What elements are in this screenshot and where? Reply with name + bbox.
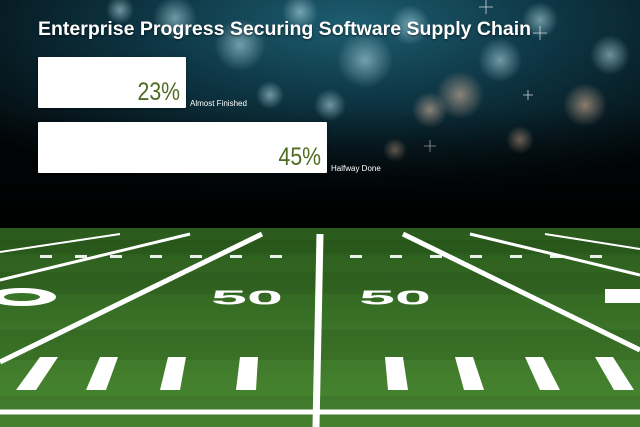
progress-bar: 23% [38, 57, 186, 108]
yard-lines [0, 231, 640, 427]
page-title: Enterprise Progress Securing Software Su… [38, 18, 532, 40]
yard-number-right: 50 [359, 287, 431, 310]
yard-number-left: 50 [211, 287, 283, 310]
bar-value-label: 45% [278, 143, 321, 171]
bar-value-label: 23% [137, 78, 180, 106]
bar-category-label: Almost Finished [190, 99, 247, 108]
bar-row-almost-finished: 23% Almost Finished [38, 57, 638, 108]
hash-marks [16, 255, 634, 390]
yard-numbers: 50 50 [0, 287, 640, 310]
progress-bars: 23% Almost Finished 45% Halfway Done [38, 57, 638, 177]
progress-bar: 45% [38, 122, 327, 173]
bar-row-halfway-done: 45% Halfway Done [38, 122, 638, 173]
bar-category-label: Halfway Done [331, 164, 381, 173]
